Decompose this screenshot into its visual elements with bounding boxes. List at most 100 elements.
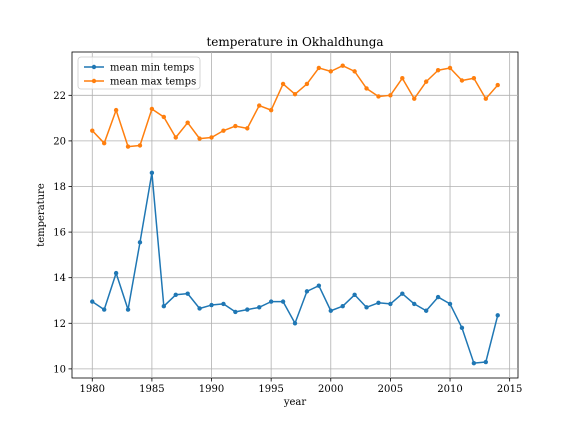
data-point bbox=[459, 78, 465, 83]
data-point bbox=[125, 144, 131, 149]
series-1 bbox=[90, 170, 500, 366]
data-point bbox=[471, 76, 477, 81]
data-point bbox=[340, 63, 345, 68]
legend-marker bbox=[91, 78, 97, 84]
data-point bbox=[388, 301, 393, 307]
data-point bbox=[245, 307, 250, 312]
data-point bbox=[137, 143, 143, 148]
legend-marker bbox=[91, 64, 97, 70]
plot-area bbox=[71, 51, 519, 379]
data-point bbox=[364, 86, 369, 91]
legend-label: mean max temps bbox=[110, 77, 196, 88]
y-tick-label: 16 bbox=[53, 228, 66, 239]
data-point bbox=[471, 360, 477, 366]
data-point bbox=[233, 309, 238, 315]
data-point bbox=[435, 68, 441, 73]
legend-box bbox=[77, 56, 201, 90]
data-point bbox=[209, 302, 214, 308]
data-point bbox=[197, 306, 202, 311]
data-point bbox=[257, 305, 262, 310]
data-point bbox=[447, 65, 453, 71]
data-point bbox=[161, 114, 167, 120]
data-point bbox=[280, 81, 286, 87]
x-tick-label: 2000 bbox=[318, 384, 343, 395]
data-point bbox=[316, 65, 322, 71]
data-point bbox=[90, 128, 95, 133]
data-point bbox=[268, 299, 274, 304]
y-tick-label: 10 bbox=[53, 364, 66, 375]
data-point bbox=[101, 140, 107, 146]
data-point bbox=[280, 299, 286, 304]
data-point bbox=[173, 292, 178, 297]
x-tick-label: 2005 bbox=[378, 384, 403, 395]
data-point bbox=[423, 308, 429, 313]
y-tick-label: 22 bbox=[53, 91, 66, 102]
y-tick-label: 20 bbox=[53, 136, 66, 147]
data-point bbox=[113, 270, 119, 276]
data-point bbox=[149, 170, 155, 176]
data-point bbox=[101, 307, 107, 312]
data-point bbox=[292, 321, 298, 326]
data-point bbox=[113, 107, 119, 113]
data-point bbox=[125, 307, 131, 312]
series-line bbox=[91, 172, 499, 364]
data-point bbox=[328, 308, 333, 313]
data-point bbox=[304, 289, 310, 294]
data-point bbox=[257, 103, 262, 108]
data-point bbox=[435, 294, 441, 300]
data-point bbox=[221, 128, 226, 133]
data-point bbox=[364, 305, 369, 310]
data-point bbox=[209, 135, 214, 140]
data-point bbox=[185, 120, 190, 125]
legend: mean min temps mean max temps bbox=[77, 56, 201, 90]
legend-item: mean min temps bbox=[84, 63, 194, 74]
data-point bbox=[447, 301, 453, 307]
data-point bbox=[352, 292, 357, 297]
data-point bbox=[340, 303, 345, 309]
data-point bbox=[161, 303, 167, 309]
x-tick-label: 1985 bbox=[139, 384, 164, 395]
legend-label: mean min temps bbox=[110, 63, 194, 74]
data-point bbox=[268, 107, 274, 113]
x-tick-label: 1990 bbox=[199, 384, 224, 395]
x-tick-label: 1995 bbox=[258, 384, 283, 395]
data-point bbox=[400, 291, 405, 296]
data-point bbox=[304, 81, 310, 87]
data-point bbox=[483, 96, 489, 101]
series-2 bbox=[90, 63, 500, 149]
data-point bbox=[221, 301, 226, 307]
x-tick-label: 2010 bbox=[437, 384, 462, 395]
data-point bbox=[245, 126, 250, 131]
data-point bbox=[459, 325, 465, 331]
data-point bbox=[137, 240, 143, 245]
data-point bbox=[233, 123, 238, 129]
data-point bbox=[423, 79, 429, 84]
y-tick-label: 12 bbox=[53, 319, 66, 330]
data-point bbox=[483, 359, 489, 365]
data-point bbox=[412, 301, 417, 307]
x-tick-label: 2015 bbox=[497, 384, 522, 395]
y-tick-label: 18 bbox=[53, 182, 66, 193]
data-point bbox=[149, 106, 155, 112]
data-point bbox=[90, 299, 95, 304]
y-tick-label: 14 bbox=[53, 273, 66, 284]
legend-item: mean max temps bbox=[84, 77, 196, 88]
data-point bbox=[376, 94, 381, 99]
y-axis-label: temperature bbox=[36, 183, 47, 247]
data-point bbox=[185, 291, 190, 296]
grid bbox=[72, 52, 518, 378]
data-point bbox=[495, 313, 500, 318]
data-point bbox=[328, 69, 333, 74]
data-point bbox=[352, 69, 357, 74]
data-point bbox=[292, 91, 298, 97]
data-point bbox=[495, 82, 500, 88]
data-point bbox=[173, 135, 178, 140]
data-point bbox=[400, 76, 405, 81]
axes: 1980 1985 1990 1995 2000 2005 2010 2015 10 12 14 16… bbox=[53, 91, 522, 395]
data-point bbox=[412, 96, 417, 101]
data-point bbox=[316, 283, 322, 288]
data-point bbox=[388, 93, 393, 98]
x-axis-label: year bbox=[283, 397, 307, 408]
